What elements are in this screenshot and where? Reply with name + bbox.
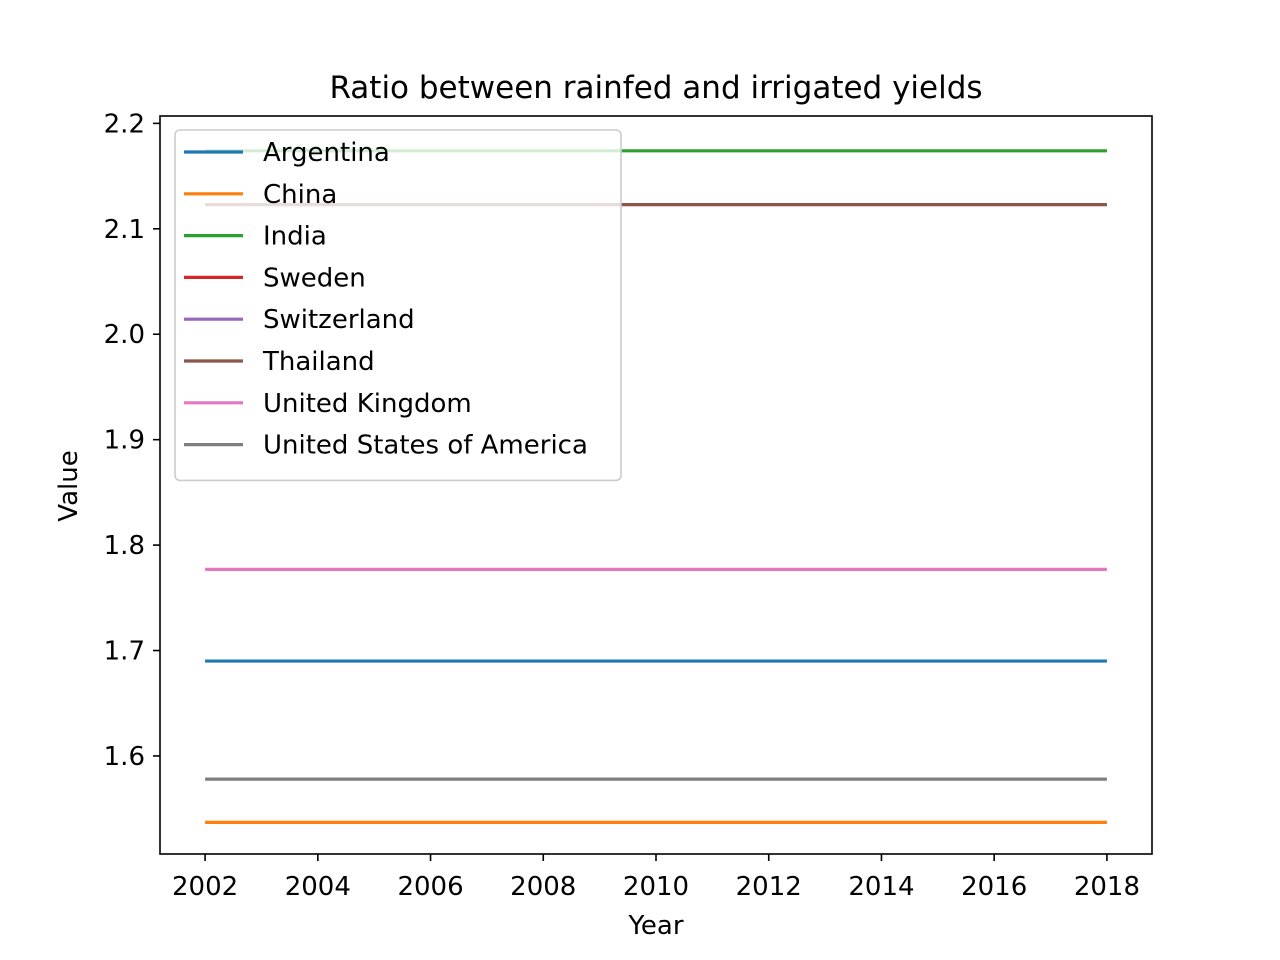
x-tick-label: 2016 <box>961 872 1027 902</box>
x-tick-label: 2004 <box>285 872 351 902</box>
x-tick-label: 2008 <box>510 872 576 902</box>
x-axis: 2002 2004 2006 2008 2010 2012 2014 2016 2018 <box>172 854 1140 902</box>
y-tick-label: 2.0 <box>104 320 145 350</box>
y-tick-label: 1.7 <box>104 637 145 667</box>
legend: Argentina China India Sweden Switzerland Thai… <box>174 129 622 482</box>
legend-label-india: India <box>263 222 327 252</box>
legend-box <box>174 129 622 482</box>
legend-label-switzerland: Switzerland <box>263 305 415 335</box>
legend-label-argentina: Argentina <box>263 138 390 168</box>
legend-label-sweden: Sweden <box>263 263 366 293</box>
y-tick-label: 1.6 <box>104 742 145 772</box>
legend-label-united-kingdom: United Kingdom <box>263 389 472 419</box>
x-tick-label: 2006 <box>397 872 463 902</box>
legend-label-thailand: Thailand <box>262 347 375 377</box>
y-tick-label: 1.9 <box>104 426 145 456</box>
x-tick-label: 2010 <box>623 872 689 902</box>
legend-label-china: China <box>263 180 337 210</box>
y-axis-label: Value <box>54 450 84 521</box>
y-tick-label: 1.8 <box>104 531 145 561</box>
x-tick-label: 2012 <box>736 872 802 902</box>
x-tick-label: 2018 <box>1074 872 1140 902</box>
chart-title: Ratio between rainfed and irrigated yiel… <box>329 70 982 106</box>
y-axis: 1.6 1.7 1.8 1.9 2.0 2.1 2.2 <box>104 109 160 772</box>
x-tick-label: 2002 <box>172 872 238 902</box>
x-axis-label: Year <box>627 911 683 941</box>
legend-label-united-states-of-america: United States of America <box>263 431 588 461</box>
y-tick-label: 2.1 <box>104 215 145 245</box>
y-tick-label: 2.2 <box>104 109 145 139</box>
x-tick-label: 2014 <box>848 872 914 902</box>
